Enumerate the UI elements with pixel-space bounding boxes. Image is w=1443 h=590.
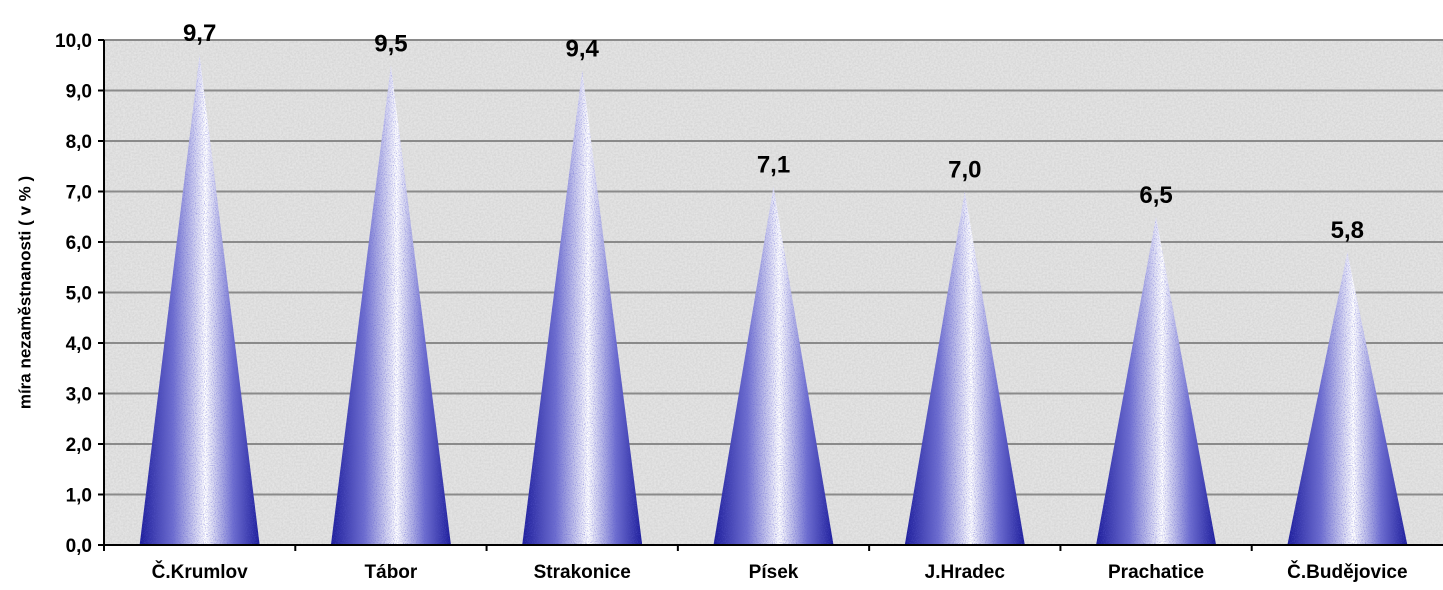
data-label: 6,5	[1139, 182, 1172, 209]
cone-series	[139, 55, 1408, 546]
cone-texture	[904, 191, 1025, 545]
cone-bar	[1287, 252, 1408, 545]
data-label: 9,7	[183, 20, 216, 47]
y-tick-label: 7,0	[66, 183, 92, 204]
y-tick-label: 1,0	[66, 486, 92, 507]
cone-texture	[522, 70, 643, 546]
cone-texture	[1096, 216, 1217, 545]
cone-bar	[330, 65, 451, 545]
y-tick-label: 2,0	[66, 435, 92, 456]
y-axis-label: míra nezaměstnanosti ( v % )	[15, 176, 34, 409]
cone-bar	[522, 70, 643, 546]
data-label: 9,5	[374, 30, 407, 57]
x-tick-label: Strakonice	[534, 562, 631, 583]
y-tick-label: 9,0	[66, 82, 92, 103]
x-tick-label: Tábor	[365, 562, 418, 583]
x-tick-label: Č.Budějovice	[1287, 561, 1407, 583]
x-tick-label: Prachatice	[1108, 562, 1204, 583]
y-tick-labels: 0,0 1,0 2,0 3,0 4,0 5,0 6,0 7,0 8,0 9,0 10,0	[55, 31, 92, 557]
cone-texture	[139, 55, 260, 546]
x-tick-labels: Č.Krumlov Tábor Strakonice Písek J.Hradec Pra…	[152, 561, 1408, 583]
cone-bar	[904, 191, 1025, 545]
data-label: 9,4	[566, 35, 600, 62]
y-tick-label: 4,0	[66, 334, 92, 355]
y-tick-label: 3,0	[66, 385, 92, 406]
x-tick-label: Písek	[749, 562, 799, 583]
y-tick-label: 0,0	[66, 536, 92, 557]
data-label: 7,0	[948, 157, 981, 184]
axes	[98, 39, 1443, 551]
y-tick-label: 5,0	[66, 284, 92, 305]
cone-bar	[713, 186, 834, 545]
cone-bar	[1096, 216, 1217, 545]
y-tick-label: 6,0	[66, 233, 92, 254]
cone-texture	[330, 65, 451, 545]
data-label: 7,1	[757, 151, 790, 178]
x-tick-label: J.Hradec	[925, 562, 1006, 583]
data-label: 5,8	[1331, 217, 1364, 244]
cone-bar	[139, 55, 260, 546]
y-tick-label: 10,0	[55, 31, 92, 52]
cone-texture	[713, 186, 834, 545]
data-labels: 9,7 9,5 9,4 7,1 7,0 6,5 5,8	[183, 20, 1364, 244]
x-tick-label: Č.Krumlov	[152, 561, 249, 583]
y-tick-label: 8,0	[66, 132, 92, 153]
cone-texture	[1287, 252, 1408, 545]
